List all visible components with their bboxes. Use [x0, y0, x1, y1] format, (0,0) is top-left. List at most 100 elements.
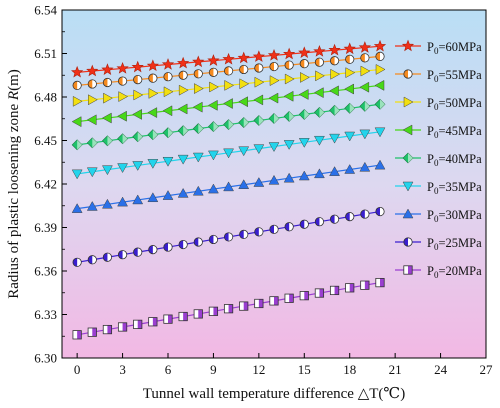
series-point: [269, 224, 279, 234]
series-point: [177, 125, 189, 137]
series-point: [116, 62, 129, 74]
series-point: [360, 53, 370, 63]
series-point: [344, 131, 356, 142]
series-point: [283, 172, 295, 183]
series-point: [88, 94, 98, 106]
y-tick-label: 6.45: [34, 133, 57, 148]
series-point: [163, 242, 173, 252]
series-point: [208, 234, 219, 245]
series-point: [87, 327, 97, 337]
series-4: [71, 98, 386, 151]
series-point: [268, 113, 280, 124]
legend-item-3: P0=45MPa: [395, 124, 482, 140]
series-point: [224, 79, 235, 91]
series-point: [147, 192, 159, 203]
legend-item-0: P0=60MPa: [395, 39, 482, 56]
series-point: [359, 129, 371, 140]
series-point: [207, 54, 220, 66]
series-point: [344, 102, 356, 114]
series-point: [223, 66, 234, 76]
series-point: [345, 283, 355, 293]
series-point: [375, 51, 385, 62]
series-point: [163, 86, 174, 98]
series-point: [86, 167, 98, 178]
series-point: [102, 165, 113, 176]
series-point: [267, 48, 281, 61]
legend-label: P0=55MPa: [427, 68, 482, 84]
legend-label: P0=25MPa: [427, 236, 482, 252]
x-tick-label: 24: [434, 362, 448, 377]
series-point: [133, 247, 143, 257]
series-point: [300, 72, 310, 83]
series-point: [239, 78, 250, 90]
series-point: [283, 90, 294, 102]
series-point: [239, 301, 249, 311]
x-tick-label: 6: [165, 362, 172, 377]
legend-item-4: P0=40MPa: [395, 152, 482, 168]
x-tick-label: 3: [119, 362, 126, 377]
series-point: [374, 79, 385, 91]
series-point: [177, 56, 190, 69]
series-point: [252, 50, 265, 62]
series-point: [254, 227, 264, 237]
series-point: [161, 58, 175, 70]
series-point: [178, 311, 188, 322]
series-point: [313, 87, 324, 99]
series-point: [314, 57, 325, 67]
series-point: [192, 123, 204, 135]
x-tick-label: 27: [480, 362, 494, 377]
legend-label: P0=30MPa: [427, 208, 482, 224]
series-point: [359, 100, 371, 112]
series-point: [132, 161, 144, 171]
series-point: [223, 148, 234, 159]
series-point: [253, 144, 265, 155]
y-tick-label: 6.39: [34, 220, 57, 235]
series-point: [375, 64, 386, 75]
series-point: [102, 198, 113, 209]
series-point: [298, 138, 310, 148]
series-point: [283, 47, 296, 60]
legend-marker: [403, 237, 413, 247]
legend-label: P0=45MPa: [427, 124, 482, 140]
series-point: [193, 309, 203, 319]
x-tick-label: 9: [210, 362, 217, 377]
series-point: [254, 63, 264, 73]
y-axis-label-variable: R: [6, 91, 22, 101]
series-point: [147, 107, 158, 119]
series-point: [329, 56, 340, 66]
series-point: [269, 61, 279, 72]
series-point: [328, 43, 341, 56]
series-point: [146, 59, 159, 72]
series-point: [298, 89, 309, 100]
series-point: [344, 163, 356, 174]
series-point: [117, 76, 128, 86]
series-point: [102, 324, 113, 335]
legend-marker: [402, 181, 414, 192]
series-point: [192, 152, 204, 163]
series-point: [162, 127, 174, 139]
series-point: [192, 185, 204, 196]
series-point: [208, 183, 219, 194]
series-point: [208, 150, 219, 161]
series-5: [71, 127, 386, 180]
series-7: [72, 206, 385, 267]
series-point: [345, 54, 355, 64]
series-point: [330, 68, 341, 80]
series-point: [345, 67, 356, 79]
series-8: [72, 277, 385, 340]
legend-item-6: P0=30MPa: [395, 208, 482, 224]
series-6: [71, 159, 386, 213]
series-point: [268, 92, 279, 104]
series-point: [147, 159, 159, 169]
series-point: [194, 83, 204, 95]
series-point: [329, 214, 340, 224]
series-point: [284, 73, 295, 85]
series-point: [102, 135, 113, 147]
y-tick-label: 6.54: [34, 3, 57, 18]
series-point: [223, 232, 234, 242]
series-point: [268, 174, 280, 185]
series-point: [223, 304, 234, 314]
series-point: [299, 219, 309, 229]
series-point: [375, 277, 385, 288]
series-point: [117, 196, 128, 207]
